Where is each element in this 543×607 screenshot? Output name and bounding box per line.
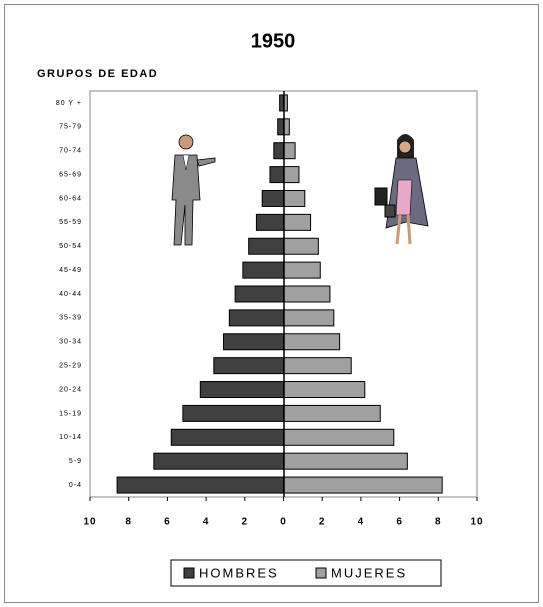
- y-tick-label: 45-49: [59, 267, 82, 274]
- y-tick-label: 40-44: [59, 291, 82, 298]
- bar: [261, 189, 284, 207]
- bar: [283, 452, 408, 470]
- x-tick-label: 2: [242, 517, 249, 528]
- x-tick-label: 10: [83, 517, 96, 528]
- bar: [283, 237, 319, 255]
- bar: [269, 166, 284, 184]
- bar: [283, 404, 381, 422]
- y-axis-title: GRUPOS DE EDAD: [37, 68, 158, 80]
- x-tick-label: 6: [396, 517, 403, 528]
- y-tick-label: 10-14: [59, 434, 82, 441]
- bar: [283, 333, 341, 351]
- man-illustration: [171, 134, 216, 246]
- bar: [283, 285, 331, 303]
- bar: [255, 213, 285, 231]
- x-tick-label: 4: [358, 517, 365, 528]
- bar: [234, 285, 284, 303]
- x-tick-label: 0: [280, 517, 287, 528]
- bar: [283, 309, 335, 327]
- y-tick-label: 70-74: [59, 148, 82, 155]
- legend-label: HOMBRES: [199, 565, 279, 580]
- bar: [170, 428, 285, 446]
- bar: [213, 357, 284, 375]
- bar: [277, 118, 285, 136]
- y-tick-label: 20-24: [59, 386, 82, 393]
- y-tick-label: 65-69: [59, 171, 82, 178]
- x-tick-label: 2: [319, 517, 326, 528]
- chart-title: 1950: [251, 30, 296, 52]
- y-tick-label: 30-34: [59, 339, 82, 346]
- y-tick-label: 0-4: [69, 482, 82, 489]
- bar: [273, 142, 285, 160]
- y-tick-label: 15-19: [59, 410, 82, 417]
- legend-label: MUJERES: [331, 565, 407, 580]
- x-tick-label: 8: [435, 517, 442, 528]
- bar: [116, 476, 284, 494]
- bar: [283, 381, 366, 399]
- bar: [279, 94, 285, 112]
- legend: [170, 559, 442, 587]
- x-tick-label: 8: [125, 517, 132, 528]
- bar: [283, 261, 321, 279]
- bar: [242, 261, 285, 279]
- bar: [248, 237, 284, 255]
- y-tick-label: 60-64: [59, 195, 82, 202]
- bar: [153, 452, 284, 470]
- x-tick-label: 10: [470, 517, 483, 528]
- y-tick-label: 25-29: [59, 362, 82, 369]
- y-tick-label: 50-54: [59, 243, 82, 250]
- bar: [199, 381, 284, 399]
- bar: [283, 428, 395, 446]
- x-tick-label: 6: [164, 517, 171, 528]
- bar: [228, 309, 285, 327]
- y-tick-label: 5-9: [69, 458, 82, 465]
- woman-illustration: [374, 134, 429, 245]
- y-tick-label: 35-39: [59, 315, 82, 322]
- y-tick-label: 55-59: [59, 219, 82, 226]
- bar: [283, 213, 312, 231]
- bar: [283, 357, 352, 375]
- chart-frame: [4, 4, 539, 603]
- legend-swatch: [315, 567, 327, 579]
- y-tick-label: 75-79: [59, 124, 82, 131]
- bar: [223, 333, 284, 351]
- bar: [283, 476, 443, 494]
- y-tick-label: 80 Y +: [56, 100, 82, 107]
- legend-swatch: [183, 567, 195, 579]
- bar: [283, 166, 300, 184]
- bar: [283, 189, 306, 207]
- bar: [283, 142, 296, 160]
- x-tick-label: 4: [203, 517, 210, 528]
- bar: [182, 404, 285, 422]
